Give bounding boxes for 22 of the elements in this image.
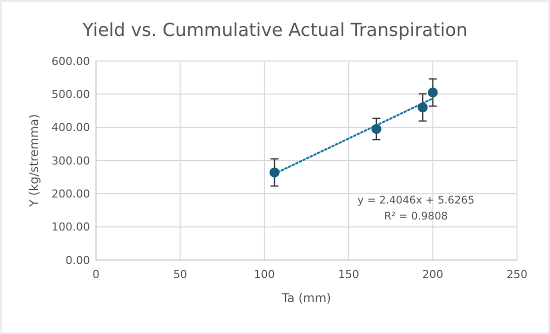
point [428,88,438,98]
annotation: R² = 0.9808 [384,210,448,223]
y-tick-label: 400.00 [52,121,90,134]
y-tick-label: 100.00 [52,220,90,234]
x-tick-label: 50 [173,268,188,281]
y-tick-label: 0.00 [66,254,90,267]
y-axis-title: Y (kg/stremma) [27,114,41,208]
y-tick-label: 300.00 [52,154,90,168]
point [371,124,382,134]
x-tick-label: 150 [338,268,360,281]
y-tick-label: 200.00 [52,188,90,201]
annotation: y = 2.4046x + 5.6265 [358,194,474,207]
x-tick-label: 0 [92,268,100,281]
x-tick-label: 250 [506,268,528,281]
point [270,167,280,178]
x-axis-title: Ta (mm) [280,291,332,305]
point [418,102,428,112]
x-tick-label: 200 [422,268,444,281]
y-tick-label: 500.00 [52,88,90,102]
chart-title: Yield vs. Cummulative Actual Transpiration [81,20,468,41]
x-tick-label: 100 [254,268,275,281]
y-tick-label: 600.00 [52,54,90,68]
